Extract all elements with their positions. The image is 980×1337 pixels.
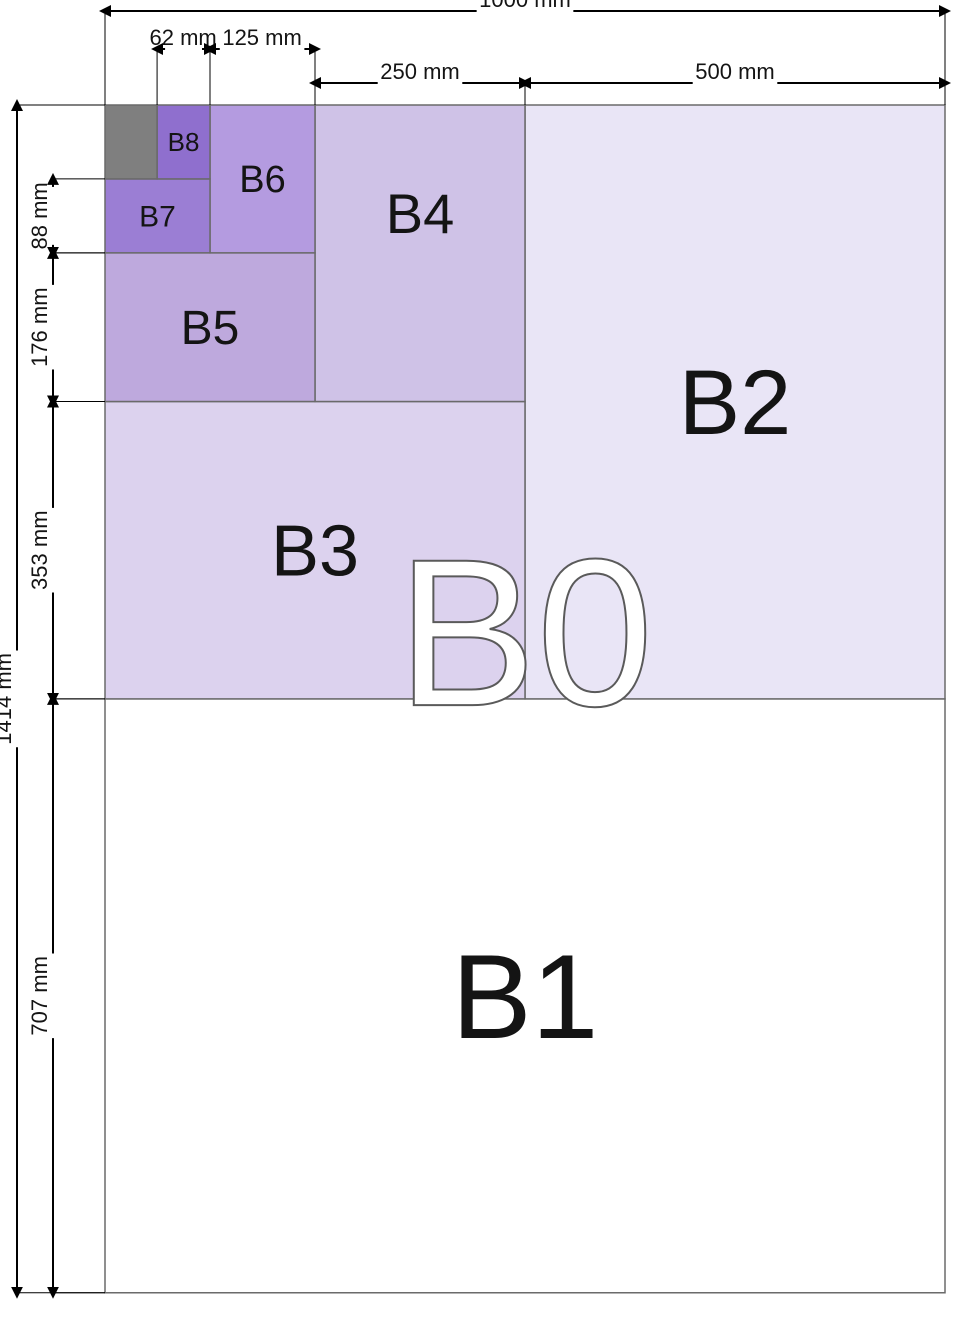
vdim-label: 1414 mm [0, 653, 16, 745]
label-b5: B5 [181, 302, 240, 355]
label-b6: B6 [239, 159, 285, 201]
label-b1: B1 [452, 930, 599, 1064]
paper-size-diagram: B1 B2 B3 B4 B5 B6 B7 B8 B0 1000 mm 62 mm125 mm 250 … [0, 0, 980, 1337]
label-b3: B3 [271, 511, 359, 591]
vdim-label: 176 mm [27, 287, 52, 366]
hdim-label: 250 mm [380, 59, 459, 84]
hdim-label: 62 mm [149, 25, 216, 50]
vdim-label: 707 mm [27, 956, 52, 1035]
diagram-svg: B1 B2 B3 B4 B5 B6 B7 B8 B0 1000 mm 62 mm125 mm 250 … [0, 0, 980, 1337]
label-b8: B8 [168, 127, 200, 157]
vdim-label: 88 mm [27, 182, 52, 249]
hdim-label: 125 mm [222, 25, 301, 50]
box-gray-corner [105, 105, 157, 179]
label-b0-outline: B0 [397, 515, 654, 750]
label-b2: B2 [679, 352, 792, 454]
label-b4: B4 [386, 182, 455, 245]
hdim-label: 500 mm [695, 59, 774, 84]
hdim-label: 1000 mm [479, 0, 571, 12]
box-b4 [315, 105, 525, 402]
vdim-label: 353 mm [27, 510, 52, 589]
label-b7: B7 [139, 200, 176, 233]
